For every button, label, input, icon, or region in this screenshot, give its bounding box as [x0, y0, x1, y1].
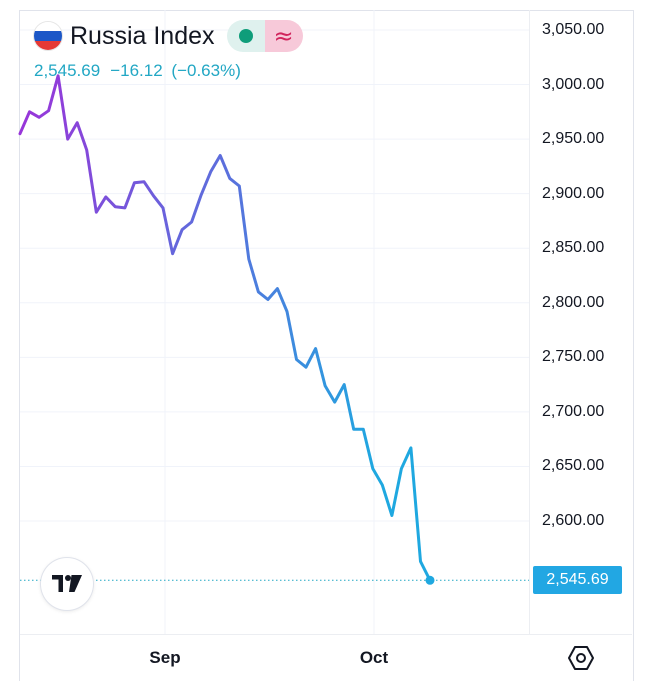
data-point	[180, 228, 184, 232]
market-open-dot-icon[interactable]	[226, 20, 265, 52]
data-point	[418, 559, 422, 563]
data-point	[123, 206, 127, 210]
series-line	[18, 74, 432, 582]
data-point	[209, 170, 213, 174]
y-tick-label: 2,800.00	[542, 293, 605, 311]
data-point	[285, 310, 289, 314]
data-point	[171, 252, 175, 256]
data-point	[18, 132, 22, 136]
data-point	[304, 365, 308, 369]
time-scale-separator	[20, 634, 632, 635]
data-point	[85, 148, 89, 152]
x-tick-label: Oct	[359, 648, 389, 667]
x-tick-label: Sep	[149, 648, 181, 667]
vertical-gridlines	[164, 10, 375, 634]
y-tick-label: 2,650.00	[542, 457, 605, 475]
data-point	[390, 514, 394, 518]
russia-flag-icon	[34, 22, 62, 50]
data-point	[37, 115, 41, 119]
data-point	[75, 121, 79, 125]
symbol-title[interactable]: Russia Index	[70, 21, 215, 50]
price-scale-separator	[529, 10, 530, 634]
data-point	[199, 193, 203, 197]
data-point	[380, 483, 384, 487]
data-point	[409, 446, 413, 450]
data-point	[323, 384, 327, 388]
data-point	[266, 298, 270, 302]
y-tick-label: 2,900.00	[542, 184, 605, 202]
data-point	[28, 110, 32, 114]
data-point	[247, 257, 251, 261]
quote-line: 2,545.69 −16.12 (−0.63%)	[34, 61, 241, 81]
data-point	[94, 210, 98, 214]
data-point	[295, 358, 299, 362]
data-point	[399, 467, 403, 471]
data-point	[161, 206, 165, 210]
data-point	[228, 176, 232, 180]
data-point	[314, 347, 318, 351]
status-pill[interactable]: ≈	[226, 20, 303, 52]
last-price-marker	[425, 575, 435, 585]
y-tick-label: 2,950.00	[542, 130, 605, 148]
chart-frame	[19, 10, 634, 681]
y-tick-label: 2,750.00	[542, 348, 605, 366]
price-change-percent: (−0.63%)	[171, 61, 241, 80]
data-point	[352, 427, 356, 431]
data-point	[47, 109, 51, 113]
data-point	[342, 383, 346, 387]
y-tick-label: 3,000.00	[542, 75, 605, 93]
data-point	[132, 181, 136, 185]
y-tick-label: 2,850.00	[542, 239, 605, 257]
last-price: 2,545.69	[34, 61, 101, 80]
data-point	[104, 195, 108, 199]
y-tick-label: 2,600.00	[542, 512, 605, 529]
price-change: −16.12	[110, 61, 163, 80]
settings-hexagon-icon[interactable]	[568, 645, 594, 671]
data-point	[361, 427, 365, 431]
y-tick-label: 3,050.00	[542, 21, 605, 38]
data-point	[151, 194, 155, 198]
data-point	[333, 400, 337, 404]
delayed-data-icon[interactable]: ≈	[264, 20, 303, 52]
y-tick-label: 2,700.00	[542, 402, 605, 420]
data-point	[371, 467, 375, 471]
last-price-label: 2,545.69	[533, 566, 622, 595]
data-point	[256, 290, 260, 294]
data-point	[113, 205, 117, 209]
data-point	[190, 220, 194, 224]
tradingview-logo-icon[interactable]	[41, 558, 93, 610]
series-points	[18, 74, 432, 582]
data-point	[66, 137, 70, 141]
symbol-header: Russia Index ≈	[34, 20, 303, 52]
horizontal-gridlines	[20, 29, 529, 522]
data-point	[275, 287, 279, 291]
data-point	[142, 180, 146, 184]
data-point	[218, 153, 222, 157]
data-point	[237, 184, 241, 188]
